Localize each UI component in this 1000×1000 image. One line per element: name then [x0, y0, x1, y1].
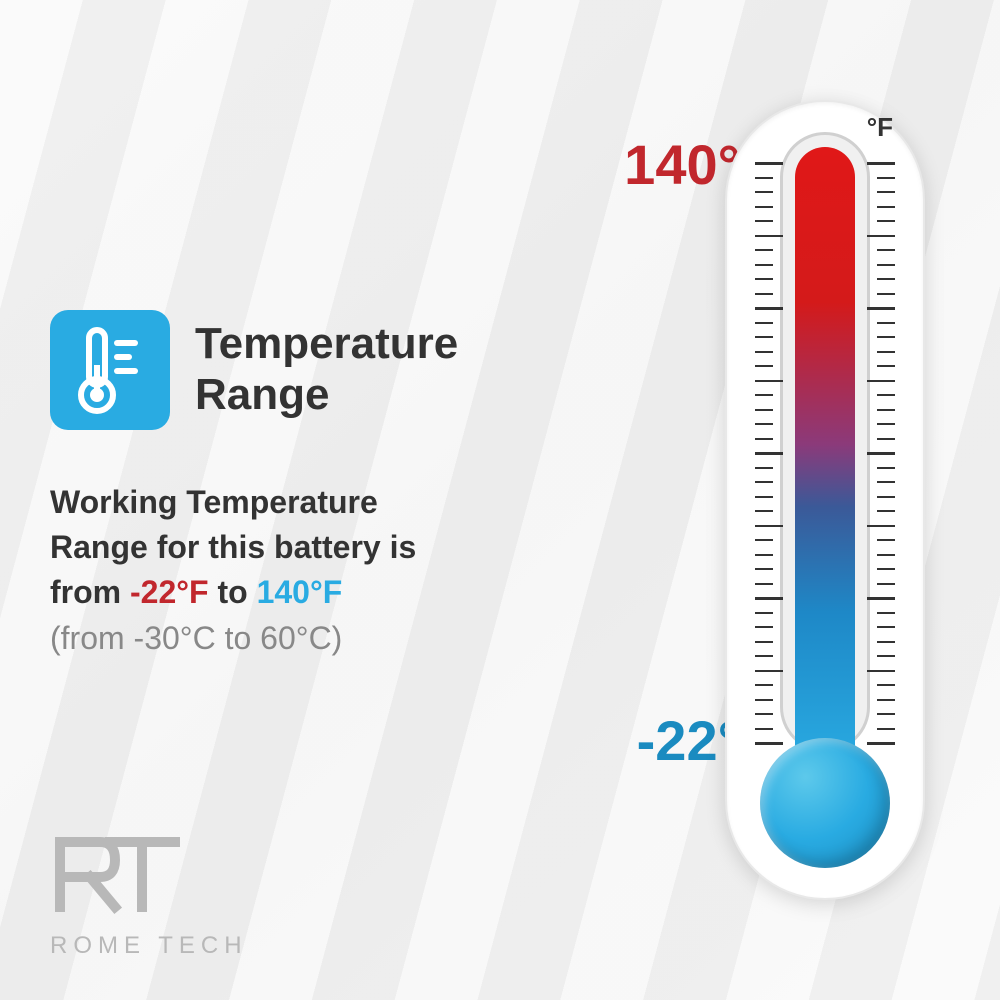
thermometer-body: °F — [725, 100, 925, 900]
thermometer-icon — [75, 325, 145, 415]
temp-high-text: 140°F — [257, 574, 343, 610]
desc-mid: to — [209, 574, 257, 610]
thermometer-bulb — [760, 738, 890, 868]
unit-label: °F — [867, 112, 893, 143]
thermometer-ticks — [755, 162, 895, 742]
desc-line1: Working Temperature — [50, 484, 378, 520]
rt-logo-icon — [50, 832, 190, 922]
thermometer: °F — [710, 100, 940, 910]
content-panel: Temperature Range Working Temperature Ra… — [50, 310, 590, 661]
celsius-text: (from -30°C to 60°C) — [50, 616, 590, 661]
brand-name: ROME TECH — [50, 932, 248, 960]
description: Working Temperature Range for this batte… — [50, 480, 590, 661]
desc-prefix: from — [50, 574, 130, 610]
brand-logo: ROME TECH — [50, 832, 248, 960]
temp-low-text: -22°F — [130, 574, 209, 610]
thermometer-icon-box — [50, 310, 170, 430]
title: Temperature Range — [195, 319, 590, 420]
desc-line2: Range for this battery is — [50, 529, 416, 565]
header-row: Temperature Range — [50, 310, 590, 430]
